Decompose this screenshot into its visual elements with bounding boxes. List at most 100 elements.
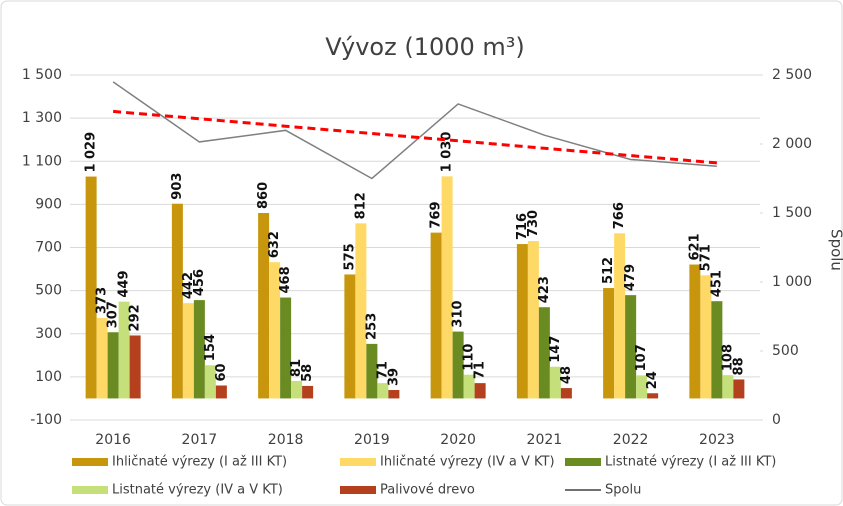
x-tick-label: 2022 — [613, 432, 649, 448]
value-label: 71 — [375, 361, 390, 379]
value-label: 108 — [720, 344, 735, 371]
value-label: 1 029 — [84, 132, 99, 173]
value-label: 154 — [203, 334, 218, 361]
y2-tick-label: 1 500 — [772, 205, 812, 221]
line-series — [112, 81, 717, 180]
value-label: 575 — [342, 243, 357, 270]
bar — [258, 213, 270, 399]
legend-label: Ihličnaté výrezy (I až III KT) — [112, 455, 287, 470]
bar — [722, 375, 734, 399]
value-label: 860 — [256, 182, 271, 209]
value-label: 903 — [170, 173, 185, 200]
bar — [538, 307, 550, 399]
bar — [118, 301, 130, 399]
bar — [344, 274, 356, 399]
x-tick-label: 2018 — [268, 432, 304, 448]
y-tick-label: 700 — [35, 240, 62, 256]
bar — [388, 390, 400, 399]
bar — [204, 365, 216, 399]
y-tick-label: 300 — [35, 326, 62, 342]
bar — [96, 318, 108, 399]
value-label: 71 — [473, 361, 488, 379]
legend-swatch — [72, 486, 108, 494]
value-label: 766 — [612, 202, 627, 229]
bar — [171, 203, 183, 399]
x-tick-label: 2020 — [440, 432, 476, 448]
legend-swatch — [340, 486, 376, 494]
y2-tick-label: 2 000 — [772, 136, 812, 152]
value-label: 451 — [709, 270, 724, 297]
value-label: 110 — [462, 344, 477, 371]
bar — [733, 379, 745, 399]
value-label: 769 — [429, 201, 444, 228]
bar — [377, 383, 389, 399]
bar — [474, 383, 486, 399]
bar — [430, 232, 442, 399]
value-label: 81 — [289, 359, 304, 377]
bar — [700, 275, 712, 399]
y-tick-label: 100 — [35, 369, 62, 385]
value-label: 479 — [623, 264, 638, 291]
x-tick-label: 2021 — [527, 432, 563, 448]
legend-label: Listnaté výrezy (I až III KT) — [605, 455, 776, 470]
legend-swatch — [565, 458, 601, 466]
value-label: 24 — [645, 371, 660, 389]
value-label: 1 030 — [440, 132, 455, 173]
value-label: 48 — [559, 366, 574, 384]
bar — [560, 388, 572, 399]
value-label: 373 — [95, 287, 110, 314]
value-label: 253 — [364, 313, 379, 340]
bar — [452, 331, 464, 399]
legend-swatch — [72, 458, 108, 466]
bar — [182, 303, 194, 399]
value-label: 423 — [537, 276, 552, 303]
value-label: 456 — [192, 269, 207, 296]
y2-tick-label: 0 — [772, 412, 781, 428]
bar — [129, 335, 141, 399]
bar — [527, 241, 539, 399]
bar — [441, 176, 453, 399]
bar — [269, 262, 281, 399]
value-label: 442 — [181, 272, 196, 299]
y-tick-label: 1 500 — [22, 67, 62, 83]
value-label: 716 — [515, 213, 530, 240]
x-tick-label: 2016 — [95, 432, 131, 448]
bar — [463, 374, 475, 399]
y-tick-label: 1 300 — [22, 110, 62, 126]
bar — [280, 297, 292, 399]
legend-label: Ihličnaté výrezy (IV a V KT) — [380, 455, 555, 470]
x-tick-label: 2017 — [182, 432, 218, 448]
value-label: 292 — [128, 304, 143, 331]
bar — [625, 295, 637, 399]
chart-title: Vývoz (1000 m³) — [325, 33, 525, 61]
bar — [549, 366, 561, 399]
value-label: 812 — [353, 192, 368, 219]
bar — [302, 385, 314, 399]
value-label: 512 — [601, 257, 616, 284]
value-label: 147 — [548, 336, 563, 363]
legend-label: Listnaté výrezy (IV a V KT) — [112, 483, 283, 498]
value-label: 88 — [731, 357, 746, 375]
value-label: 571 — [698, 244, 713, 271]
value-label: 58 — [300, 364, 315, 382]
value-label: 621 — [687, 233, 702, 260]
bar — [107, 332, 119, 399]
bar — [366, 343, 378, 399]
y2-tick-label: 1 000 — [772, 274, 812, 290]
y2-tick-label: 500 — [772, 343, 799, 359]
value-label: 730 — [526, 210, 541, 237]
legend-label: Palivové drevo — [380, 483, 475, 498]
value-label: 307 — [106, 301, 121, 328]
y2-axis-label: Spolu — [828, 229, 843, 271]
value-label: 39 — [386, 368, 401, 386]
bar — [711, 301, 723, 399]
x-tick-label: 2023 — [699, 432, 735, 448]
bar — [85, 176, 97, 399]
legend-label: Spolu — [605, 483, 641, 498]
value-label: 310 — [451, 300, 466, 327]
bar — [215, 385, 227, 399]
y-tick-label: 1 100 — [22, 153, 62, 169]
value-label: 60 — [214, 363, 229, 381]
